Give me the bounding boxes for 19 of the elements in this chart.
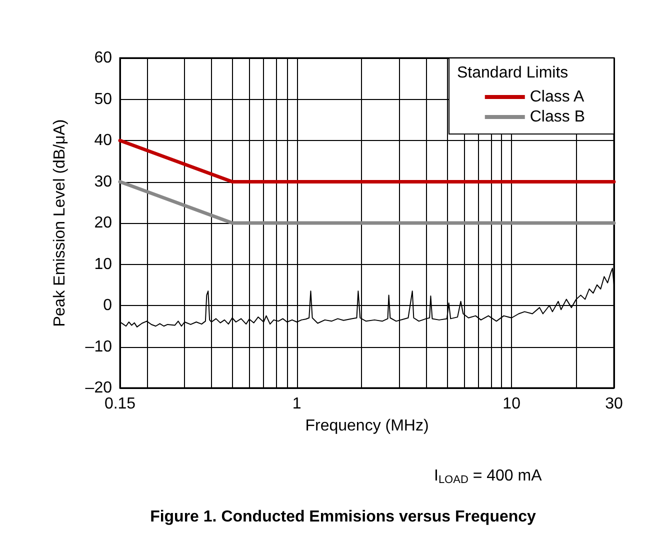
y-tick-label: –20 [85, 380, 112, 396]
legend-label: Class B [530, 108, 585, 126]
y-axis-title: Peak Emission Level (dB/μA) [52, 119, 68, 327]
x-tick-label: 30 [605, 396, 623, 412]
y-tick-label: 50 [94, 90, 112, 108]
x-tick-label: 0.15 [104, 396, 136, 412]
y-tick-label: –10 [85, 338, 112, 356]
x-axis-title: Frequency (MHz) [305, 418, 429, 434]
x-tick-label: 1 [292, 396, 302, 412]
legend-label: Class A [530, 88, 584, 106]
legend-title: Standard Limits [457, 64, 568, 82]
y-tick-label: 0 [103, 297, 112, 314]
y-tick-label: 30 [94, 173, 112, 190]
y-tick-label: 10 [94, 256, 112, 273]
y-tick-label: 40 [94, 132, 112, 149]
x-tick-label: 10 [502, 396, 521, 412]
y-tick-label: 20 [94, 214, 112, 232]
y-tick-label: 60 [94, 50, 112, 66]
caption: Figure 1. Conducted Emmisions versus Frequency [150, 508, 536, 526]
